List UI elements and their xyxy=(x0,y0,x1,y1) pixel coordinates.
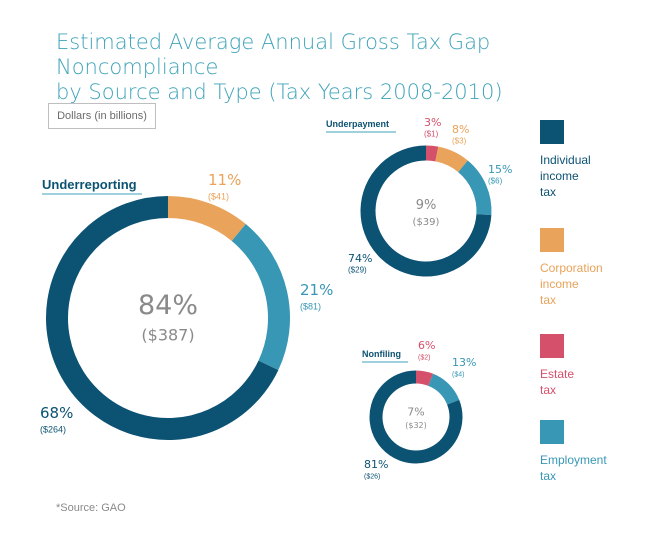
slice-percent-label: 68% xyxy=(40,404,73,422)
donut-slice-employment xyxy=(428,373,460,405)
donut-center-percent: 7% xyxy=(407,405,424,418)
slice-percent-label: 13% xyxy=(452,356,476,369)
legend-item-corporation: Corporation income tax xyxy=(540,228,640,308)
slice-value-label: ($3) xyxy=(452,136,467,145)
slice-value-label: ($29) xyxy=(348,265,367,274)
donut-title: Underpayment xyxy=(326,119,389,129)
slice-percent-label: 81% xyxy=(364,458,388,471)
slice-value-label: ($1) xyxy=(424,129,439,138)
chart-title-line2: by Source and Type (Tax Years 2008-2010) xyxy=(56,80,503,104)
slice-percent-label: 8% xyxy=(452,123,469,136)
donut-slice-individual xyxy=(369,370,463,464)
donut-slice-employment xyxy=(231,224,290,370)
legend-item-estate: Estate tax xyxy=(540,334,640,398)
chart-title-line1: Estimated Average Annual Gross Tax Gap N… xyxy=(56,30,491,79)
donut-slice-estate xyxy=(425,145,439,162)
donut-slice-individual xyxy=(360,145,492,277)
donut-chart-underpayment: Underpayment 9% ($39) 3%($1) 8%($3) 15%($6) 74… xyxy=(326,116,512,277)
slice-value-label: ($264) xyxy=(40,424,66,434)
donut-slice-corporation xyxy=(167,196,246,242)
donut-title: Nonfiling xyxy=(362,349,401,359)
donut-center-percent: 9% xyxy=(416,198,437,213)
donut-chart-nonfiling: Nonfiling 7% ($32) 6% ($2) 13% ($4) 81% ($26) xyxy=(362,339,476,480)
donut-center-percent: 84% xyxy=(138,290,198,321)
donut-chart-underreporting: Underreporting 84% ($387) 11% ($41) 21% ($81) 6… xyxy=(40,171,333,440)
slice-value-label: ($4) xyxy=(452,371,464,378)
slice-percent-label: 11% xyxy=(208,171,241,189)
slice-value-label: ($2) xyxy=(418,354,430,361)
donut-slice-employment xyxy=(457,160,492,216)
slice-percent-label: 6% xyxy=(418,339,435,352)
slice-percent-label: 3% xyxy=(424,116,441,129)
donut-slice-estate xyxy=(415,370,434,386)
donut-center-value: ($32) xyxy=(405,421,427,430)
slice-value-label: ($6) xyxy=(488,176,503,185)
chart-title: Estimated Average Annual Gross Tax Gap N… xyxy=(56,30,636,105)
donut-title: Underreporting xyxy=(42,177,137,192)
slice-value-label: ($81) xyxy=(300,301,321,311)
legend-label: Corporation income tax xyxy=(540,261,603,307)
legend-swatch xyxy=(540,228,564,252)
donut-center-value: ($387) xyxy=(141,325,194,344)
donut-center-value: ($39) xyxy=(413,217,440,228)
slice-value-label: ($26) xyxy=(364,473,380,480)
unit-label: Dollars (in billions) xyxy=(48,103,156,129)
slice-percent-label: 74% xyxy=(348,252,372,265)
legend-swatch xyxy=(540,120,564,144)
slice-percent-label: 15% xyxy=(488,163,512,176)
slice-percent-label: 21% xyxy=(300,281,333,299)
legend-item-employment: Employment tax xyxy=(540,420,640,484)
slice-value-label: ($41) xyxy=(208,191,229,201)
legend-label: Individual income tax xyxy=(540,153,591,199)
source-note: *Source: GAO xyxy=(56,502,126,514)
legend-swatch xyxy=(540,334,564,358)
legend-swatch xyxy=(540,420,564,444)
legend-label: Estate tax xyxy=(540,367,575,397)
legend-item-individual: Individual income tax xyxy=(540,120,640,200)
donut-slice-corporation xyxy=(435,146,468,173)
legend-label: Employment tax xyxy=(540,453,607,483)
donut-slice-individual xyxy=(46,196,279,440)
